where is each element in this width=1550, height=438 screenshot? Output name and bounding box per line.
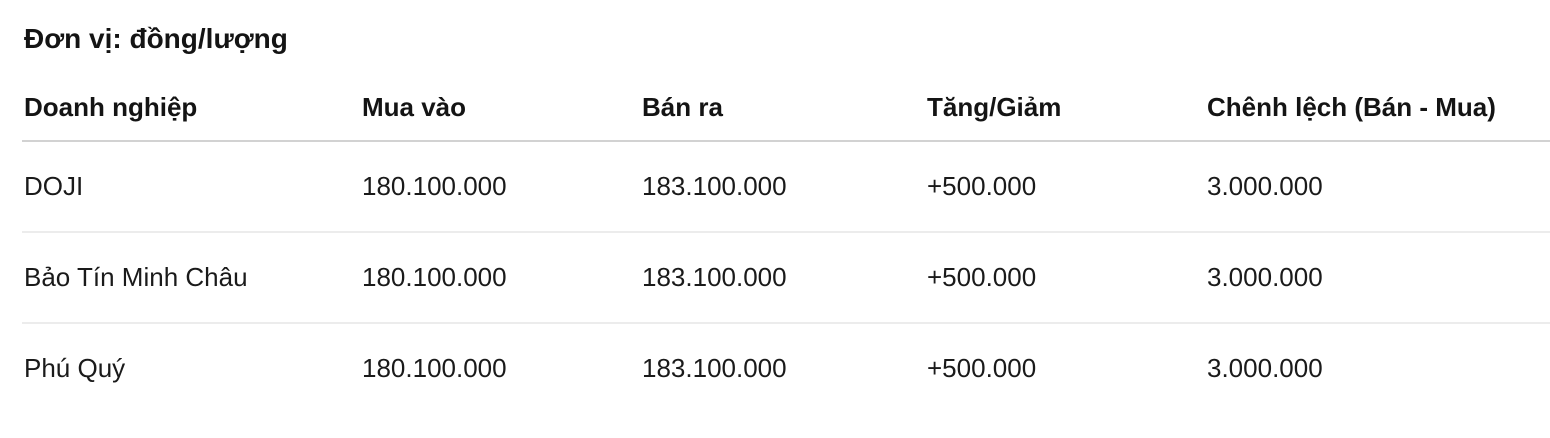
table-row-doji: DOJI 180.100.000 183.100.000 +500.000 3.… xyxy=(22,141,1550,233)
cell-sell-price: 183.100.000 xyxy=(640,141,925,233)
table-row-bao-tin-minh-chau: Bảo Tín Minh Châu 180.100.000 183.100.00… xyxy=(22,232,1550,324)
column-header-change: Tăng/Giảm xyxy=(925,56,1205,142)
cell-change: +500.000 xyxy=(925,232,1205,324)
column-header-spread: Chênh lệch (Bán - Mua) xyxy=(1205,56,1550,142)
cell-company: Phú Quý xyxy=(24,353,126,383)
column-header-sell: Bán ra xyxy=(640,56,925,142)
cell-spread: 3.000.000 xyxy=(1205,141,1550,233)
unit-caption: Đơn vị: đồng/lượng xyxy=(24,23,288,54)
column-header-company: Doanh nghiệp xyxy=(22,56,360,142)
column-header-buy: Mua vào xyxy=(360,56,640,142)
gold-price-page: Đơn vị: đồng/lượng Doanh nghiệp Mua vào … xyxy=(0,22,1550,413)
table-row-phu-quy: Phú Quý 180.100.000 183.100.000 +500.000… xyxy=(22,323,1550,413)
table-header-row: Doanh nghiệp Mua vào Bán ra Tăng/Giảm Ch… xyxy=(22,56,1550,142)
cell-spread: 3.000.000 xyxy=(1205,232,1550,324)
cell-change: +500.000 xyxy=(925,141,1205,233)
cell-buy-price: 180.100.000 xyxy=(362,353,507,383)
cell-buy-price: 180.100.000 xyxy=(360,232,640,324)
cell-spread: 3.000.000 xyxy=(1207,353,1323,383)
cell-sell-price: 183.100.000 xyxy=(640,232,925,324)
cell-sell-price: 183.100.000 xyxy=(642,353,787,383)
cell-change: +500.000 xyxy=(927,353,1037,383)
cell-company: Bảo Tín Minh Châu xyxy=(22,232,360,324)
gold-price-table: Doanh nghiệp Mua vào Bán ra Tăng/Giảm Ch… xyxy=(22,56,1550,413)
cell-buy-price: 180.100.000 xyxy=(360,141,640,233)
cell-company: DOJI xyxy=(22,141,360,233)
